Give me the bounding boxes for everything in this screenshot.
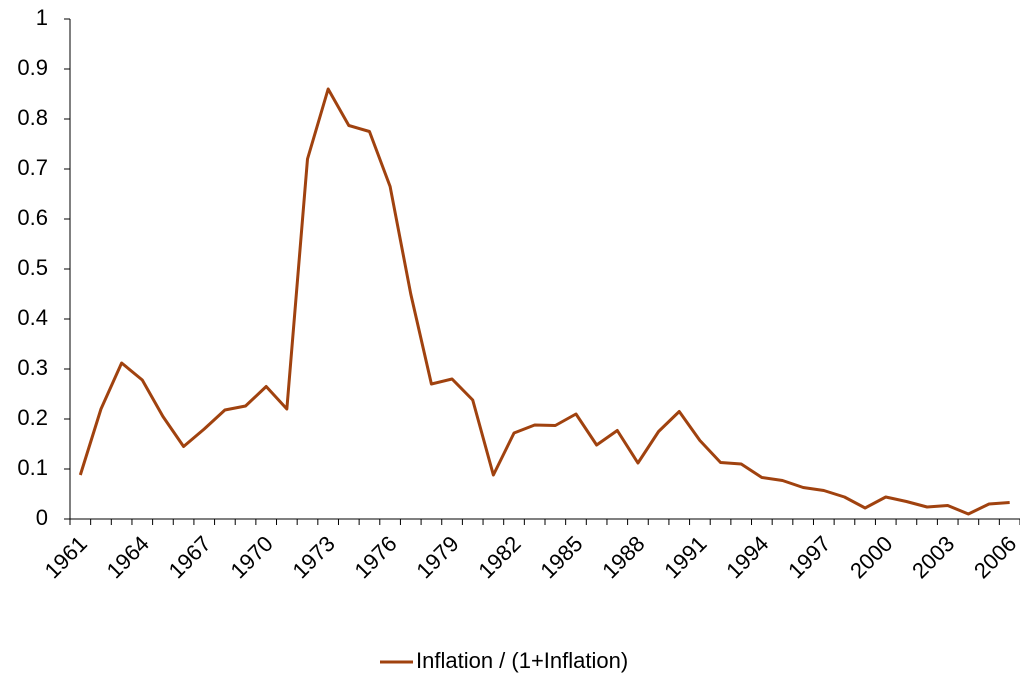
legend-label: Inflation / (1+Inflation): [416, 648, 628, 673]
y-tick-label: 0.2: [17, 405, 48, 430]
line: [78, 87, 1010, 516]
y-tick-label: 0: [36, 505, 48, 530]
x-tick-label: 1985: [535, 531, 587, 583]
y-tick-label: 0.8: [17, 105, 48, 130]
x-tick-label: 1979: [411, 531, 463, 583]
x-tick-label: 1991: [659, 531, 711, 583]
y-tick-label: 1: [36, 5, 48, 30]
x-tick-label: 2000: [845, 531, 897, 583]
x-tick-label: 1970: [226, 531, 278, 583]
x-tick-label: 1976: [349, 531, 401, 583]
y-tick-label: 0.1: [17, 455, 48, 480]
y-tick-label: 0.7: [17, 155, 48, 180]
y-tick-label: 0.9: [17, 55, 48, 80]
x-tick-label: 1964: [102, 531, 154, 583]
x-tick-label: 2003: [907, 531, 959, 583]
y-tick-label: 0.6: [17, 205, 48, 230]
y-tick-label: 0.3: [17, 355, 48, 380]
y-tick-label: 0.4: [17, 305, 48, 330]
x-tick-label: 1982: [473, 531, 525, 583]
x-tick-label: 1961: [40, 531, 92, 583]
x-tick-label: 1997: [783, 531, 835, 583]
x-tick-label: 1994: [721, 531, 773, 583]
x-tick-label: 1973: [288, 531, 340, 583]
y-tick-label: 0.5: [17, 255, 48, 280]
x-tick-label: 1967: [164, 531, 216, 583]
x-tick-label: 1988: [597, 531, 649, 583]
x-tick-label: 2006: [969, 531, 1020, 583]
